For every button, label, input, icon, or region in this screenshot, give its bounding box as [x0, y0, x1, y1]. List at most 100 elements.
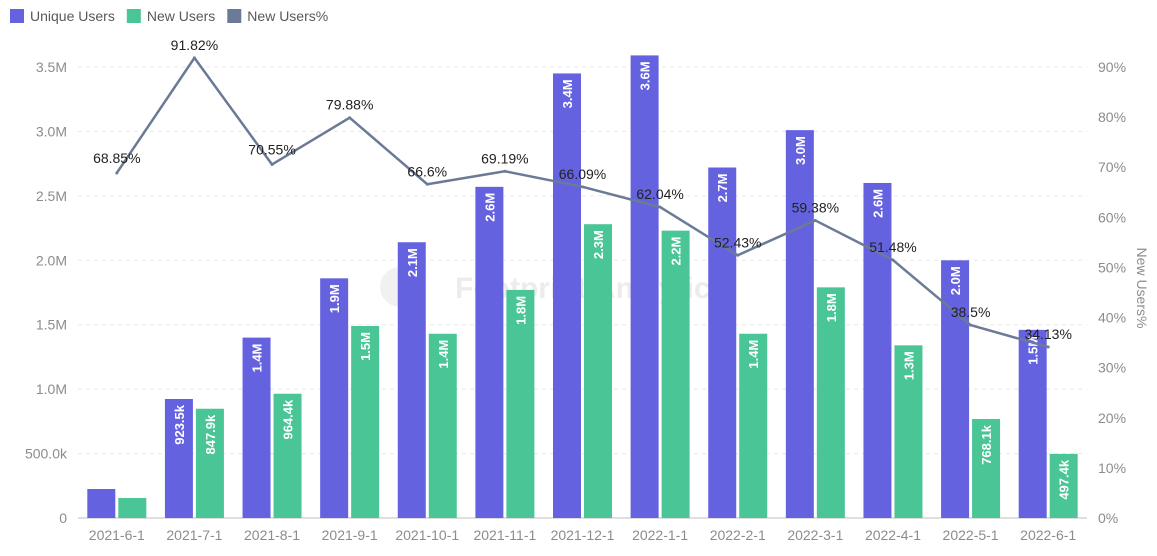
bar-new-users [661, 230, 690, 519]
bar-new-users [273, 393, 302, 518]
y-right-tick-label: 90% [1098, 59, 1126, 75]
bar-label-new-users: 1.4M [436, 340, 451, 369]
line-point-new-users-pct [658, 205, 662, 209]
bar-label-new-users: 964.4k [281, 399, 296, 440]
y-left-tick-label: 3.5M [36, 59, 67, 75]
x-tick-label: 2022-6-1 [1020, 527, 1076, 543]
x-tick-label: 2021-12-1 [551, 527, 615, 543]
line-point-new-users-pct [581, 185, 584, 189]
bar-new-users [894, 345, 923, 518]
x-tick-label: 2021-6-1 [89, 527, 145, 543]
x-tick-label: 2021-9-1 [322, 527, 378, 543]
bar-unique-users [87, 489, 116, 518]
y-right-tick-label: 20% [1098, 410, 1126, 426]
line-label-new-users-pct: 59.38% [792, 199, 839, 215]
x-tick-label: 2021-11-1 [473, 527, 536, 543]
legend-swatch-0 [10, 9, 24, 23]
bar-new-users [351, 326, 380, 518]
bar-label-unique-users: 923.5k [172, 404, 187, 445]
line-label-new-users-pct: 68.85% [93, 150, 140, 166]
line-point-new-users-pct [270, 162, 274, 166]
bar-new-users [1049, 453, 1078, 518]
bar-unique-users [630, 55, 659, 518]
legend-label: New Users% [247, 8, 328, 24]
line-label-new-users-pct: 66.09% [559, 166, 606, 182]
y-left-tick-label: 1.5M [36, 317, 67, 333]
y-left-tick-label: 3.0M [36, 123, 67, 139]
bar-unique-users [941, 260, 970, 518]
y-left-tick-label: 2.5M [36, 188, 67, 204]
legend-swatch-1 [126, 9, 141, 23]
y-right-tick-label: 60% [1098, 209, 1126, 225]
bar-label-new-users: 2.2M [669, 237, 684, 266]
y-right-tick-label: 80% [1098, 109, 1126, 125]
bar-label-unique-users: 2.6M [870, 189, 885, 218]
bar-label-unique-users: 3.6M [638, 61, 653, 90]
x-tick-label: 2021-7-1 [166, 527, 222, 543]
y-left-tick-label: 1.0M [36, 381, 67, 397]
bar-new-users [584, 224, 612, 518]
bar-label-new-users: 768.1k [979, 424, 994, 465]
legend-swatch-2 [227, 9, 242, 23]
y-right-axis-title: New Users% [1134, 248, 1150, 329]
x-tick-label: 2022-5-1 [943, 527, 999, 543]
legend-label: New Users [147, 8, 215, 24]
x-tick-label: 2021-8-1 [244, 527, 300, 543]
line-label-new-users-pct: 51.48% [869, 239, 916, 255]
line-point-new-users-pct [891, 258, 895, 262]
line-label-new-users-pct: 69.19% [481, 150, 528, 166]
bar-new-users [118, 498, 147, 518]
bar-unique-users [708, 167, 737, 518]
x-tick-label: 2022-2-1 [710, 527, 766, 543]
bar-unique-users [242, 337, 271, 518]
line-label-new-users-pct: 66.6% [407, 163, 447, 179]
legend-label: Unique Users [30, 8, 115, 24]
x-tick-label: 2022-4-1 [865, 527, 921, 543]
line-point-new-users-pct [969, 323, 973, 327]
y-right-tick-label: 70% [1098, 159, 1126, 175]
line-point-new-users-pct [425, 182, 429, 186]
bar-label-unique-users: 2.7M [715, 174, 730, 203]
y-left-tick-label: 0 [59, 510, 67, 526]
bar-label-unique-users: 3.0M [793, 136, 808, 165]
line-point-new-users-pct [115, 171, 119, 175]
bar-new-users [506, 289, 535, 518]
bar-label-new-users: 1.3M [901, 351, 916, 380]
bar-label-new-users: 1.4M [746, 340, 761, 369]
bar-label-new-users: 2.3M [591, 230, 606, 259]
bar-unique-users [320, 278, 349, 518]
line-point-new-users-pct [1046, 345, 1050, 349]
bar-new-users [972, 419, 1001, 518]
bar-label-new-users: 1.8M [824, 293, 839, 322]
bar-label-new-users: 497.4k [1057, 459, 1072, 500]
bar-label-unique-users: 2.1M [405, 248, 420, 277]
x-tick-label: 2022-1-1 [632, 527, 688, 543]
bar-label-new-users: 1.5M [358, 332, 373, 361]
bar-unique-users [1018, 329, 1047, 518]
bar-label-unique-users: 1.9M [327, 284, 342, 313]
bar-label-unique-users: 2.6M [482, 193, 497, 222]
bar-label-new-users: 847.9k [203, 414, 218, 455]
line-label-new-users-pct: 91.82% [171, 37, 218, 53]
y-left-tick-label: 500.0k [25, 446, 68, 462]
bar-unique-users [164, 399, 193, 518]
line-label-new-users-pct: 70.55% [248, 141, 295, 157]
y-right-tick-label: 30% [1098, 360, 1126, 376]
bar-label-unique-users: 3.4M [560, 79, 575, 108]
bar-new-users [428, 333, 457, 518]
bar-unique-users [785, 130, 814, 518]
bar-unique-users [475, 186, 504, 518]
y-right-tick-label: 0% [1098, 510, 1118, 526]
bar-unique-users [397, 242, 426, 518]
bar-new-users [816, 287, 845, 518]
bar-label-unique-users: 1.4M [250, 344, 265, 373]
y-right-tick-label: 10% [1098, 460, 1126, 476]
bar-unique-users [553, 73, 581, 518]
line-point-new-users-pct [813, 218, 817, 222]
x-tick-label: 2022-3-1 [787, 527, 843, 543]
line-point-new-users-pct [503, 169, 507, 173]
bar-unique-users [863, 182, 892, 518]
y-left-tick-label: 2.0M [36, 252, 67, 268]
